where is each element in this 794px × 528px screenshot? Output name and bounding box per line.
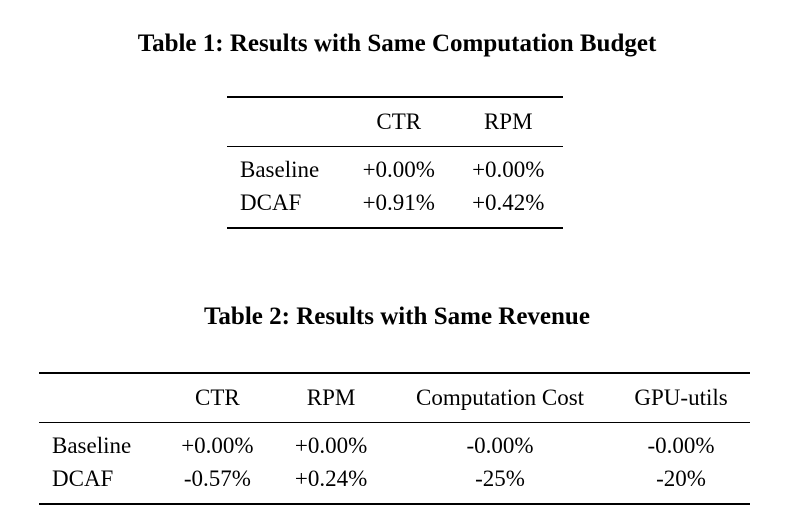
table-cell: -25% xyxy=(475,465,525,491)
table-cell: -0.00% xyxy=(647,432,715,458)
table-cell: +0.00% xyxy=(181,432,254,458)
table-row: DCAF +0.91% +0.42% xyxy=(227,186,563,228)
table-header-row: CTR RPM xyxy=(227,97,563,147)
column-header-gpu-utils: GPU-utils xyxy=(612,373,750,423)
table-1: CTR RPM Baseline +0.00% +0.00% DCAF +0.9… xyxy=(227,96,563,229)
column-header-ctr: CTR xyxy=(160,373,275,423)
table-row: Baseline +0.00% +0.00% -0.00% -0.00% xyxy=(39,423,750,463)
table-cell: +0.00% xyxy=(294,432,368,458)
table-1-caption: Table 1: Results with Same Computation B… xyxy=(137,30,657,57)
row-label: Baseline xyxy=(240,156,320,182)
table-2: CTR RPM Computation Cost GPU-utils Basel… xyxy=(39,372,750,505)
column-header xyxy=(227,97,345,147)
table-cell: +0.91% xyxy=(362,189,435,215)
column-header-computation-cost: Computation Cost xyxy=(387,373,613,423)
table-2-caption: Table 2: Results with Same Revenue xyxy=(204,303,590,330)
table-cell: +0.24% xyxy=(294,465,368,491)
row-label: DCAF xyxy=(52,465,114,491)
row-label: DCAF xyxy=(240,189,302,215)
row-label: Baseline xyxy=(52,432,132,458)
column-header-rpm: RPM xyxy=(453,97,563,147)
column-header xyxy=(39,373,161,423)
table-cell: -0.00% xyxy=(466,432,534,458)
column-header-ctr: CTR xyxy=(344,97,454,147)
table-cell: -0.57% xyxy=(183,465,251,491)
table-row: DCAF -0.57% +0.24% -25% -20% xyxy=(39,462,750,504)
table-header-row: CTR RPM Computation Cost GPU-utils xyxy=(39,373,750,423)
table-cell: +0.00% xyxy=(472,156,545,182)
table-cell: +0.42% xyxy=(472,189,545,215)
table-row: Baseline +0.00% +0.00% xyxy=(227,147,563,187)
column-header-rpm: RPM xyxy=(274,373,388,423)
table-cell: -20% xyxy=(656,465,706,491)
table-cell: +0.00% xyxy=(362,156,435,182)
